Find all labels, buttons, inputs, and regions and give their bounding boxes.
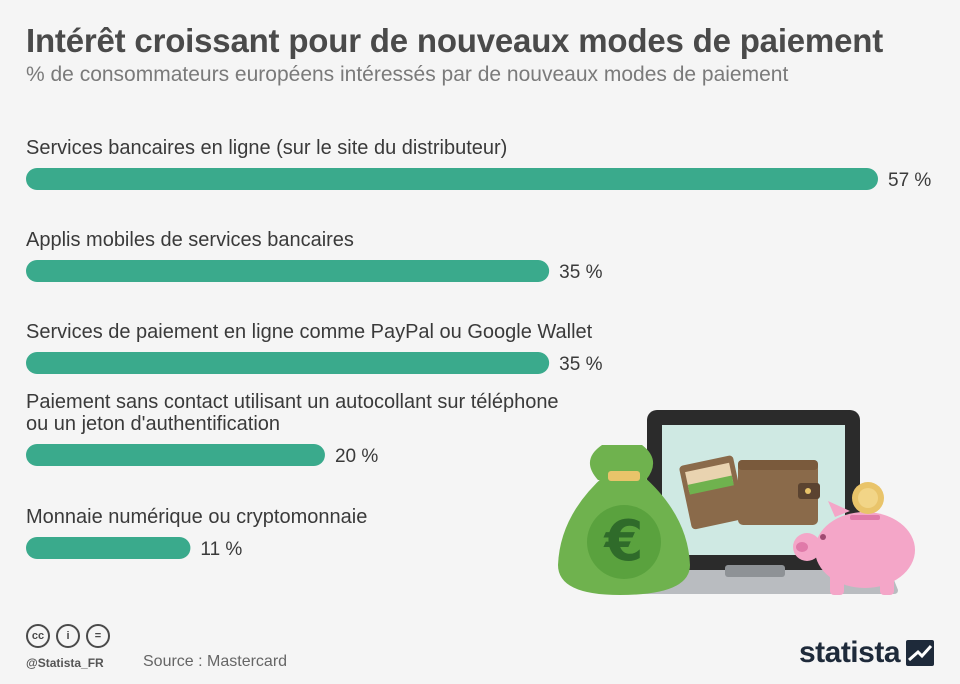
value-label: 35 % (559, 262, 602, 283)
value-label: 11 % (200, 539, 242, 560)
cc-icon: cc (26, 624, 50, 648)
brand-name: statista (798, 636, 901, 669)
piggy-bank-icon (793, 501, 915, 595)
category-label: ou un jeton d'authentification (26, 413, 280, 435)
category-label: Services bancaires en ligne (sur le site… (26, 137, 507, 159)
category-label: Applis mobiles de services bancaires (26, 229, 354, 251)
value-label: 57 % (888, 170, 931, 191)
bar (26, 444, 325, 466)
statista-logo: statista (799, 636, 934, 670)
attribution-icon: i (56, 624, 80, 648)
bar-chart: Services bancaires en ligne (sur le site… (26, 137, 931, 560)
category-label: Paiement sans contact utilisant un autoc… (26, 391, 559, 413)
bar (26, 168, 878, 190)
euro-symbol: € (603, 509, 644, 574)
bar (26, 352, 550, 374)
category-label: Monnaie numérique ou cryptomonnaie (26, 506, 367, 528)
value-label: 35 % (559, 354, 602, 375)
coin-icon (852, 482, 884, 514)
wallet-icon (679, 455, 820, 530)
chart-subtitle: % de consommateurs européens intéressés … (26, 63, 789, 86)
no-derivatives-icon: = (86, 624, 110, 648)
value-label: 20 % (335, 446, 378, 467)
statista-logo-icon (906, 640, 934, 666)
license-icons: cc i = (26, 624, 110, 648)
source-note: Source : Mastercard (143, 653, 288, 670)
bar (26, 537, 191, 559)
category-label: Services de paiement en ligne comme PayP… (26, 321, 593, 343)
chart-title: Intérêt croissant pour de nouveaux modes… (26, 22, 883, 59)
bar (26, 260, 550, 282)
money-bag-icon: € (558, 445, 690, 595)
payment-illustration: € (558, 410, 915, 595)
social-handle: @Statista_FR (26, 656, 104, 670)
